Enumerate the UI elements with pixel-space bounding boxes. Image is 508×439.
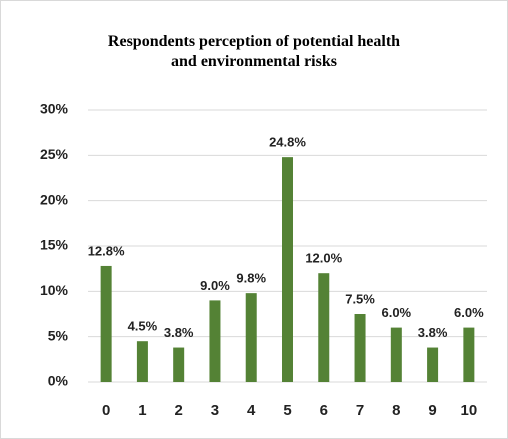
x-tick-label: 9 bbox=[428, 402, 436, 419]
bar bbox=[100, 265, 112, 382]
bar bbox=[354, 314, 366, 382]
x-tick-label: 5 bbox=[283, 402, 291, 419]
chart-title: Respondents perception of potential heal… bbox=[107, 33, 401, 70]
bar bbox=[209, 300, 221, 382]
bar bbox=[282, 157, 293, 382]
y-tick-label: 5% bbox=[48, 327, 69, 343]
data-label: 9.0% bbox=[200, 278, 230, 293]
bar bbox=[173, 347, 185, 382]
x-tick-label: 6 bbox=[320, 402, 328, 419]
data-label: 6.0% bbox=[454, 305, 484, 320]
y-tick-label: 0% bbox=[48, 373, 69, 389]
y-tick-label: 15% bbox=[40, 237, 69, 253]
data-label: 3.8% bbox=[418, 325, 448, 340]
y-tick-label: 30% bbox=[40, 101, 69, 117]
data-label: 6.0% bbox=[381, 305, 411, 320]
bar bbox=[318, 273, 330, 382]
y-tick-label: 10% bbox=[40, 282, 69, 298]
data-label: 7.5% bbox=[345, 291, 375, 306]
data-label: 4.5% bbox=[128, 319, 158, 334]
x-tick-label: 3 bbox=[211, 402, 219, 419]
bar bbox=[136, 341, 148, 382]
x-tick-label: 1 bbox=[138, 402, 146, 419]
y-tick-label: 25% bbox=[40, 146, 69, 162]
bar bbox=[390, 327, 402, 382]
data-label: 24.8% bbox=[269, 135, 306, 150]
bar bbox=[427, 347, 439, 382]
data-label: 3.8% bbox=[164, 325, 194, 340]
bar bbox=[463, 327, 475, 382]
x-tick-label: 10 bbox=[461, 402, 478, 419]
y-tick-label: 20% bbox=[40, 191, 69, 207]
x-tick-label: 2 bbox=[175, 402, 183, 419]
x-tick-label: 8 bbox=[392, 402, 400, 419]
data-label: 12.0% bbox=[305, 251, 342, 266]
x-tick-label: 7 bbox=[356, 402, 364, 419]
bar bbox=[245, 293, 257, 382]
data-label: 12.8% bbox=[88, 243, 125, 258]
x-tick-label: 4 bbox=[247, 402, 256, 419]
x-tick-label: 0 bbox=[102, 402, 110, 419]
data-label: 9.8% bbox=[236, 271, 266, 286]
